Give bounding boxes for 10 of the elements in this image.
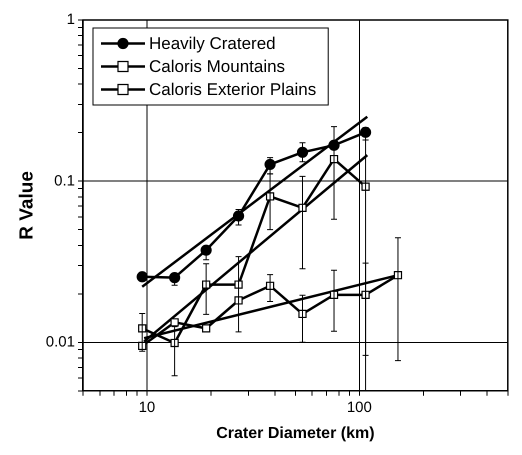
y-axis-title: R Value (16, 171, 38, 240)
x-tick-label: 100 (346, 398, 372, 416)
legend-label: Heavily Cratered (148, 34, 276, 54)
x-axis-title: Crater Diameter (km) (216, 424, 375, 442)
y-tick-label: 0.01 (46, 333, 75, 350)
legend-label: Caloris Mountains (148, 57, 286, 76)
x-tick-label: 10 (138, 398, 156, 416)
y-tick-label: 0.1 (54, 172, 75, 190)
y-tick-label: 1 (66, 11, 75, 28)
legend-label: Caloris Exterior Plains (148, 80, 316, 100)
